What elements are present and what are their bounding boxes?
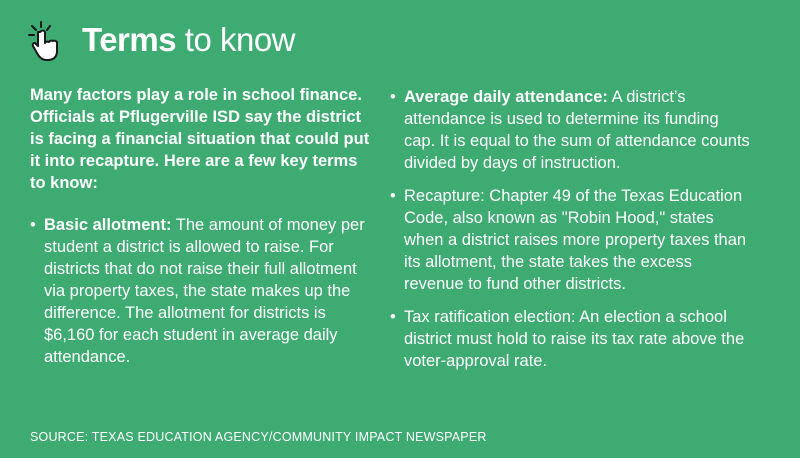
source: SOURCE: TEXAS EDUCATION AGENCY/COMMUNITY… [30,430,487,444]
title-rest: to know [184,21,296,58]
left-column: Many factors play a role in school finan… [30,84,375,379]
term-text: Recapture: Chapter 49 of the Texas Educa… [404,187,747,293]
term-label: Average daily attendance: [404,88,608,106]
title: Terms to know [82,20,296,60]
right-column: Average daily attendance: A district’s a… [390,86,750,383]
term-item: Recapture: Chapter 49 of the Texas Educa… [390,185,750,295]
term-item: Basic allotment: The amount of money per… [30,214,375,368]
intro: Many factors play a role in school finan… [30,86,370,192]
term-item: Average daily attendance: A district’s a… [390,86,750,174]
term-text: A district’s attendance is used to deter… [404,88,750,172]
term-text: The amount of money per student a distri… [44,216,365,366]
pointer-icon [28,21,58,61]
term-text: Tax ratification election: An election a… [404,308,745,370]
term-item: Tax ratification election: An election a… [390,306,750,372]
term-list: Basic allotment: The amount of money per… [30,214,375,368]
title-bold: Terms [82,21,177,58]
term-label: Basic allotment: [44,216,172,234]
term-list: Average daily attendance: A district’s a… [390,86,750,372]
